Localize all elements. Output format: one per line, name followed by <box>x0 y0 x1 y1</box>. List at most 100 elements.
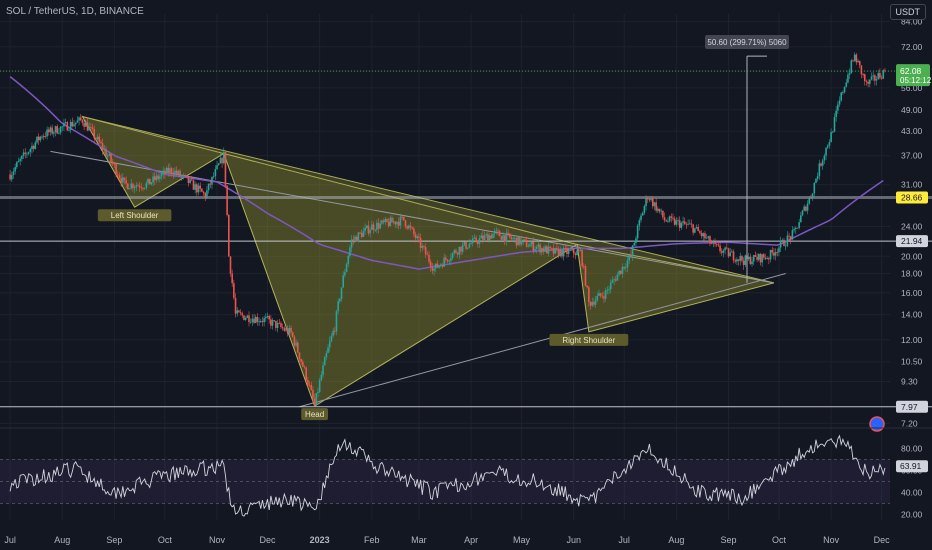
time-tick-label: Nov <box>209 535 226 545</box>
candle-body <box>653 202 656 207</box>
candle-body <box>655 202 657 211</box>
candle-body <box>503 235 506 242</box>
candle-body <box>756 256 758 260</box>
candle-body <box>475 237 477 243</box>
candle-body <box>429 261 432 268</box>
candle-body <box>800 215 802 223</box>
candle-body <box>192 180 195 190</box>
candle-body <box>482 235 484 240</box>
candle-body <box>818 163 821 177</box>
candle-body <box>598 293 600 296</box>
currency-button[interactable]: USDT <box>889 4 926 20</box>
candle-body <box>24 152 27 154</box>
pattern-label-bg <box>549 333 629 346</box>
rsi-last-badge <box>896 460 928 473</box>
pattern-triangle <box>576 243 775 333</box>
candle-body <box>234 297 237 314</box>
candle-body <box>175 170 178 174</box>
candle-body <box>334 330 336 332</box>
candle-body <box>576 250 578 256</box>
candle-body <box>519 236 521 245</box>
candle-body <box>133 187 136 189</box>
candle-body <box>552 248 555 254</box>
candle-body <box>545 246 548 254</box>
candle-body <box>27 152 30 154</box>
candle-body <box>138 185 141 188</box>
price-tick-label: 37.00 <box>901 151 923 161</box>
candle-body <box>657 208 659 211</box>
candle-body <box>39 136 42 141</box>
candle-body <box>704 233 706 239</box>
candle-body <box>707 236 710 238</box>
candle-body <box>522 239 525 241</box>
candle-body <box>456 252 459 255</box>
candle-body <box>81 120 84 123</box>
candle-body <box>848 72 851 75</box>
candle-body <box>31 145 33 150</box>
candle-body <box>471 238 474 244</box>
candle-body <box>145 183 148 188</box>
candle-body <box>347 255 350 264</box>
candle-body <box>498 231 501 237</box>
candle-body <box>833 116 836 132</box>
candle-body <box>591 302 594 306</box>
candle-body <box>719 245 721 252</box>
candle-body <box>204 193 207 199</box>
candle-body <box>19 159 21 162</box>
candle-body <box>222 152 225 164</box>
candle-body <box>162 170 164 174</box>
rsi-tick-label: 80.00 <box>901 444 923 454</box>
candle-body <box>41 136 43 138</box>
candle-body <box>572 248 575 254</box>
time-tick-label: Jul <box>618 535 630 545</box>
candle-body <box>397 221 400 226</box>
candle-body <box>874 75 876 81</box>
price-tick-label: 49.00 <box>901 105 923 115</box>
candle-body <box>159 176 161 179</box>
candle-body <box>630 255 632 257</box>
candle-body <box>646 197 649 200</box>
candle-body <box>680 222 683 228</box>
candle-body <box>98 136 101 142</box>
price-tick-label: 14.00 <box>901 310 923 320</box>
candle-body <box>816 176 819 179</box>
candle-body <box>357 232 360 242</box>
candle-body <box>537 244 540 247</box>
candle-body <box>436 263 439 268</box>
candle-body <box>840 92 843 101</box>
candle-body <box>261 321 264 323</box>
candle-body <box>683 221 686 224</box>
candle-body <box>778 247 780 253</box>
candle-body <box>411 227 413 229</box>
candle-body <box>310 385 313 390</box>
candle-body <box>544 246 546 252</box>
candle-body <box>508 233 511 238</box>
price-tick-label: 43.00 <box>901 126 923 136</box>
candle-body <box>344 271 346 276</box>
candle-body <box>830 132 832 143</box>
candle-body <box>581 250 583 267</box>
candle-body <box>542 248 545 252</box>
candle-body <box>113 163 116 165</box>
candle-body <box>577 250 580 252</box>
candle-body <box>845 82 848 87</box>
candle-body <box>791 230 794 240</box>
candle-body <box>759 253 762 263</box>
candle-body <box>239 312 242 314</box>
candle-body <box>216 165 218 170</box>
candle-body <box>473 237 476 239</box>
candle-body <box>300 359 302 362</box>
candle-body <box>477 242 479 244</box>
candle-body <box>418 236 420 239</box>
candle-body <box>128 188 131 190</box>
candle-body <box>71 121 74 127</box>
candle-body <box>465 241 467 249</box>
pattern-label: Right Shoulder <box>562 336 615 345</box>
candle-body <box>606 289 609 291</box>
candle-body <box>288 327 291 334</box>
candle-body <box>182 175 185 177</box>
candle-body <box>95 138 97 140</box>
candle-body <box>470 243 472 244</box>
candle-body <box>847 74 849 83</box>
